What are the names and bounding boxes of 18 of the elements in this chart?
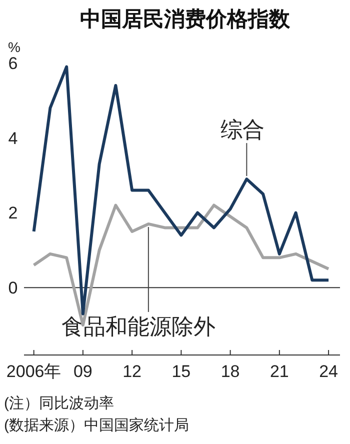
x-tick-label: 18 bbox=[220, 362, 240, 381]
y-tick-label: 6 bbox=[8, 54, 18, 73]
text: (数据来源）中国国家统计局 bbox=[4, 417, 189, 434]
annotation: 食品和能源除外 bbox=[61, 314, 216, 339]
x-tick-label: 12 bbox=[122, 362, 142, 381]
y-tick-label: 0 bbox=[8, 278, 18, 298]
x-tick-label: 24 bbox=[319, 362, 338, 381]
line-series bbox=[32, 65, 330, 316]
y-tick-label: 4 bbox=[8, 128, 18, 148]
y-axis-title: % bbox=[8, 39, 20, 55]
chart-title: 中国居民消费价格指数 bbox=[80, 8, 291, 31]
x-tick-label: 2006年 bbox=[6, 362, 62, 381]
x-tick-label: 09 bbox=[73, 362, 92, 381]
y-tick-label: 2 bbox=[8, 204, 18, 223]
x-tick-label: 21 bbox=[270, 362, 289, 381]
annotation: 综合 bbox=[220, 117, 265, 142]
text: (注）同比波动率 bbox=[4, 395, 114, 412]
x-tick-label: 15 bbox=[172, 362, 191, 381]
